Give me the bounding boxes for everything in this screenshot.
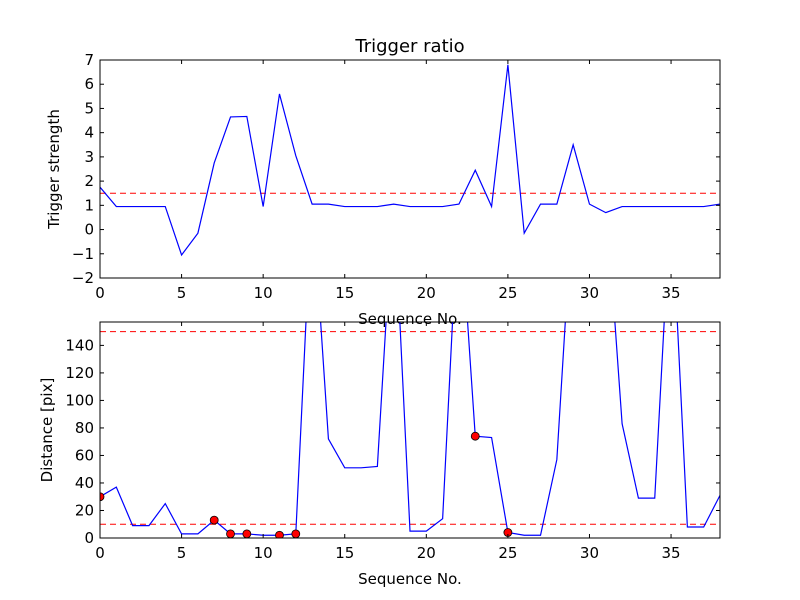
x-tick-label: 20: [417, 284, 436, 302]
chart-title: Trigger ratio: [354, 36, 464, 57]
series-group: [100, 64, 720, 257]
y-tick-label: 40: [75, 474, 94, 492]
tick-labels: 0 5 10 15 20 25 30 35 0 20 40 60 80 100 120 140: [65, 336, 680, 562]
x-tick-label: 5: [177, 544, 187, 562]
x-tick-label: 35: [662, 284, 681, 302]
plot-area: [100, 322, 720, 538]
y-axis-label: Trigger strength: [45, 109, 63, 230]
x-tick-label: 20: [417, 544, 436, 562]
series-line: [100, 64, 720, 257]
data-point: [242, 529, 252, 538]
y-tick-label: 4: [84, 124, 94, 142]
x-tick-label: 30: [580, 284, 599, 302]
tick-marks: [99, 322, 720, 539]
y-tick-label: 20: [75, 501, 94, 519]
series-group: [100, 322, 720, 538]
data-point: [226, 529, 235, 538]
y-tick-label: 6: [84, 75, 94, 93]
y-tick-label: 1: [84, 196, 94, 214]
x-tick-label: 10: [254, 544, 273, 562]
x-tick-label: 10: [254, 284, 273, 302]
tick-labels: 0 5 10 15 20 25 30 35 −2 −1 0 1 2 3 4 5 6 7: [72, 51, 681, 302]
plot-area: [100, 64, 720, 257]
y-tick-label: 7: [84, 51, 94, 69]
series-line: [100, 322, 720, 536]
y-tick-label: 3: [84, 148, 94, 166]
y-axis-label: Distance [pix]: [38, 378, 56, 483]
axes-frame: [99, 321, 721, 539]
x-tick-label: 5: [177, 284, 187, 302]
x-tick-label: 0: [95, 284, 105, 302]
x-tick-label: 15: [335, 284, 354, 302]
y-tick-label: 2: [84, 172, 94, 190]
y-tick-label: 5: [84, 99, 94, 117]
y-tick-label: 140: [65, 336, 94, 354]
data-point: [100, 492, 105, 502]
y-tick-label: 0: [84, 529, 94, 547]
data-point: [209, 515, 219, 525]
data-point: [470, 431, 480, 441]
x-tick-label: 25: [498, 544, 517, 562]
x-tick-label: 25: [498, 284, 517, 302]
y-tick-label: −2: [72, 269, 94, 287]
y-tick-label: 120: [65, 364, 94, 382]
x-tick-label: 30: [580, 544, 599, 562]
x-tick-label: 0: [95, 544, 105, 562]
y-tick-label: 60: [75, 446, 94, 464]
x-tick-label: 15: [335, 544, 354, 562]
x-tick-label: 35: [662, 544, 681, 562]
data-point: [275, 530, 284, 538]
x-axis-label: Sequence No.: [358, 570, 462, 588]
y-tick-label: −1: [72, 245, 94, 263]
x-axis-label: Sequence No.: [358, 310, 462, 328]
axes-frame: [99, 59, 721, 279]
data-point: [291, 529, 301, 538]
y-tick-label: 100: [65, 391, 94, 409]
y-tick-label: 0: [84, 221, 94, 239]
trigger-ratio-subplot: Trigger ratio 0 5 10 15 20 25 30 35 −2 −1 0 1 2 3 4 5 6 7…: [45, 36, 721, 328]
y-tick-label: 80: [75, 419, 94, 437]
distance-subplot: 0 5 10 15 20 25 30 35 0 20 40 60 80 100 120 140 Sequenc…: [38, 321, 721, 588]
